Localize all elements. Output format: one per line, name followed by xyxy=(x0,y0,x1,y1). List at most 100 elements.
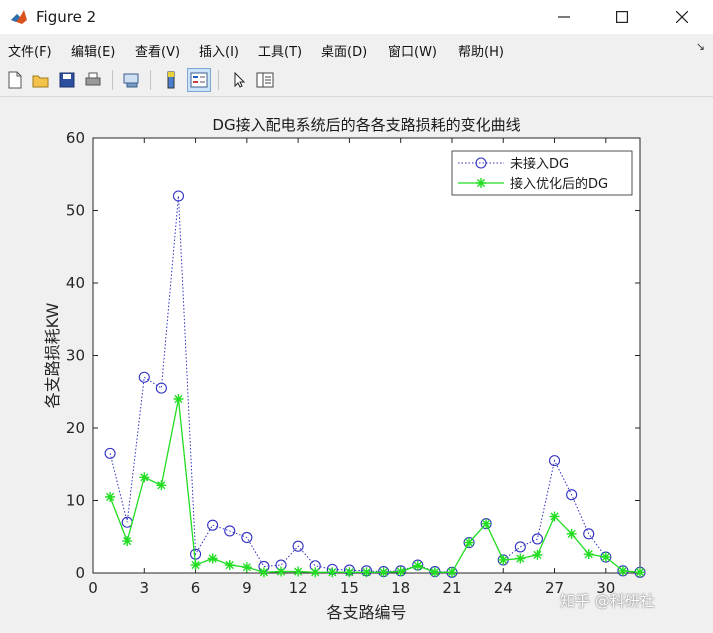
data-point xyxy=(566,489,578,501)
menu-insert[interactable]: 插入(I) xyxy=(199,45,239,60)
x-tick-label: 24 xyxy=(494,579,513,597)
y-tick-label: 60 xyxy=(66,129,85,147)
x-tick-label: 9 xyxy=(242,579,252,597)
legend-marker xyxy=(475,157,487,169)
data-point xyxy=(617,565,628,576)
menu-help[interactable]: 帮助(H) xyxy=(458,45,504,60)
title-bar: Figure 2 xyxy=(0,0,713,34)
x-tick-label: 30 xyxy=(596,579,615,597)
data-point xyxy=(395,566,406,577)
data-point xyxy=(566,528,577,539)
toolbar-separator xyxy=(112,70,113,90)
data-point xyxy=(241,531,253,544)
property-editor-icon xyxy=(256,72,274,88)
x-tick-label: 15 xyxy=(340,579,359,597)
link-button[interactable] xyxy=(120,69,142,91)
menu-desktop[interactable]: 桌面(D) xyxy=(321,45,368,60)
data-point xyxy=(344,567,355,578)
data-point xyxy=(549,511,560,522)
property-editor-button[interactable] xyxy=(254,69,276,91)
new-figure-button[interactable] xyxy=(4,69,26,91)
data-point xyxy=(464,537,475,548)
data-point xyxy=(224,525,236,537)
y-axis-label: 各支路损耗KW xyxy=(43,302,62,408)
series-1 xyxy=(105,394,645,578)
x-tick-label: 21 xyxy=(442,579,461,597)
data-point xyxy=(156,480,167,491)
data-point xyxy=(378,567,389,578)
data-point xyxy=(429,567,440,578)
close-button[interactable] xyxy=(659,0,705,34)
menu-window[interactable]: 窗口(W) xyxy=(388,45,437,60)
legend-entry-1 xyxy=(458,178,504,188)
series-layer xyxy=(104,190,646,578)
data-point xyxy=(515,553,526,564)
open-file-icon xyxy=(32,75,49,88)
legend[interactable]: 未接入DG 接入优化后的DG xyxy=(451,150,633,196)
menu-tools[interactable]: 工具(T) xyxy=(258,45,303,60)
x-tick-label: 3 xyxy=(140,579,150,597)
data-point xyxy=(514,541,526,553)
x-tick-label: 27 xyxy=(545,579,564,597)
data-point xyxy=(327,567,338,578)
matlab-logo-icon xyxy=(11,10,27,24)
pointer-icon xyxy=(234,71,246,88)
toolbar-separator xyxy=(218,70,219,90)
data-point xyxy=(498,554,509,565)
print-icon xyxy=(85,72,101,86)
axis-ticks: 0 3 6 9 12 15 18 21 24 27 30 0 10 20 30 40 50 60 xyxy=(66,129,640,597)
legend-button[interactable] xyxy=(187,68,211,92)
minimize-icon xyxy=(558,16,570,18)
legend-label-1: 接入优化后的DG xyxy=(510,176,608,192)
data-point xyxy=(122,536,133,547)
data-point xyxy=(207,519,219,531)
menu-file[interactable]: 文件(F) xyxy=(8,45,52,60)
y-tick-label: 0 xyxy=(75,564,85,582)
data-point xyxy=(361,567,372,578)
data-point xyxy=(310,567,321,578)
data-point xyxy=(172,190,185,202)
data-point xyxy=(224,560,235,571)
menu-edit[interactable]: 编辑(E) xyxy=(71,45,116,60)
line-chart[interactable]: 0 3 6 9 12 15 18 21 24 27 30 0 10 20 30 40 50 60 DG接入配电系统… xyxy=(0,97,713,633)
watermark: 知乎 @科研社 xyxy=(560,592,655,610)
maximize-icon xyxy=(616,11,628,23)
axes-background xyxy=(92,137,641,574)
chart-title: DG接入配电系统后的各各支路损耗的变化曲线 xyxy=(212,116,520,134)
data-point xyxy=(190,560,201,571)
data-point xyxy=(481,518,492,529)
close-icon xyxy=(676,11,688,23)
link-icon xyxy=(123,73,139,88)
pointer-button[interactable] xyxy=(228,69,250,91)
window-title: Figure 2 xyxy=(36,8,97,26)
toolbar-separator xyxy=(150,70,151,90)
data-point xyxy=(173,394,184,404)
y-tick-label: 10 xyxy=(66,492,85,510)
data-point xyxy=(583,528,595,540)
data-point xyxy=(446,567,457,578)
colorbar-icon xyxy=(167,71,175,89)
data-point xyxy=(258,567,269,578)
data-point xyxy=(155,382,167,394)
print-button[interactable] xyxy=(82,69,104,91)
chevron-icon[interactable]: ↘ xyxy=(695,40,705,53)
data-point xyxy=(600,552,611,563)
new-figure-icon xyxy=(8,71,22,89)
menu-view[interactable]: 查看(V) xyxy=(135,45,181,60)
open-file-button[interactable] xyxy=(30,69,52,91)
data-point xyxy=(583,549,594,560)
data-point xyxy=(548,455,561,467)
x-tick-label: 18 xyxy=(391,579,410,597)
data-point xyxy=(138,371,150,383)
colorbar-button[interactable] xyxy=(160,69,182,91)
legend-marker xyxy=(476,178,486,188)
y-tick-label: 50 xyxy=(66,202,85,220)
y-tick-label: 30 xyxy=(66,347,85,365)
save-button[interactable] xyxy=(56,69,78,91)
data-point xyxy=(635,567,645,578)
maximize-button[interactable] xyxy=(599,0,645,34)
data-point xyxy=(105,491,116,502)
data-point xyxy=(292,540,304,552)
minimize-button[interactable] xyxy=(541,0,587,34)
data-point xyxy=(104,447,116,459)
